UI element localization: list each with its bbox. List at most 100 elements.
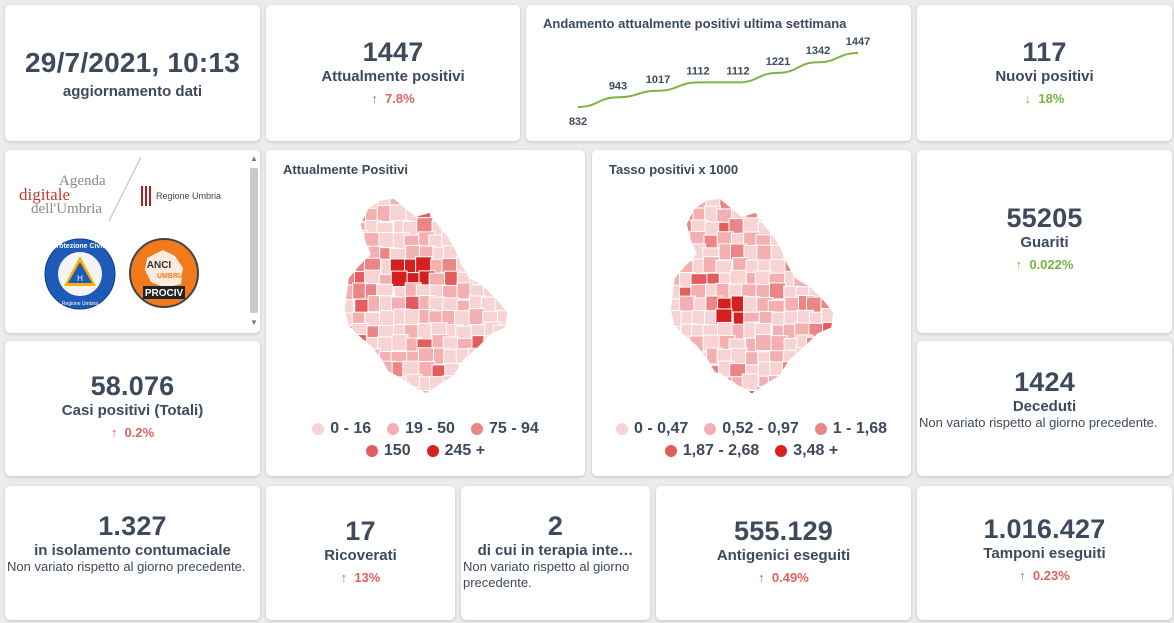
municipality-area[interactable]	[458, 363, 476, 381]
municipality-area[interactable]	[431, 389, 449, 406]
municipality-area[interactable]	[797, 207, 815, 225]
municipality-area[interactable]	[808, 387, 826, 404]
municipality-area[interactable]	[691, 363, 709, 381]
municipality-area[interactable]	[507, 377, 524, 394]
municipality-area[interactable]	[494, 259, 511, 277]
municipality-area[interactable]	[456, 194, 474, 211]
municipality-area[interactable]	[363, 373, 381, 391]
municipality-area[interactable]	[443, 205, 461, 223]
municipality-area[interactable]	[806, 336, 824, 354]
municipality-area[interactable]	[454, 233, 472, 251]
municipality-area[interactable]	[666, 337, 683, 355]
municipality-area[interactable]	[808, 349, 826, 367]
municipality-area[interactable]	[665, 347, 682, 365]
municipality-area[interactable]	[445, 218, 463, 236]
municipality-area[interactable]	[771, 194, 789, 211]
municipality-area[interactable]	[820, 259, 837, 277]
municipality-area[interactable]	[833, 362, 850, 380]
municipality-area[interactable]	[741, 373, 759, 391]
municipality-area[interactable]	[821, 196, 838, 213]
municipality-area[interactable]	[823, 246, 840, 264]
municipality-area[interactable]	[364, 348, 382, 366]
legend-item[interactable]: 1,87 - 2,68	[664, 442, 759, 460]
municipality-area[interactable]	[507, 299, 524, 317]
municipality-area[interactable]	[836, 245, 852, 261]
municipality-area[interactable]	[507, 259, 524, 277]
municipality-area[interactable]	[494, 375, 511, 393]
legend-item[interactable]: 19 - 50	[387, 420, 455, 438]
municipality-area[interactable]	[676, 364, 694, 382]
municipality-area[interactable]	[835, 376, 851, 392]
municipality-area[interactable]	[793, 389, 811, 406]
municipality-area[interactable]	[794, 195, 812, 212]
municipality-area[interactable]	[470, 208, 488, 226]
municipality-area[interactable]	[691, 351, 709, 369]
municipality-area[interactable]	[454, 217, 472, 235]
municipality-area[interactable]	[467, 219, 485, 237]
municipality-area[interactable]	[471, 363, 489, 381]
municipality-area[interactable]	[782, 373, 800, 391]
municipality-area[interactable]	[821, 271, 838, 289]
municipality-area[interactable]	[493, 218, 510, 236]
municipality-area[interactable]	[797, 363, 815, 381]
logos-scrollbar[interactable]: ▲ ▼	[248, 154, 260, 327]
municipality-area[interactable]	[494, 390, 511, 407]
municipality-area[interactable]	[493, 350, 510, 368]
municipality-area[interactable]	[665, 325, 682, 343]
municipality-area[interactable]	[770, 217, 788, 235]
municipality-area[interactable]	[833, 230, 850, 248]
municipality-area[interactable]	[664, 233, 681, 251]
municipality-area[interactable]	[704, 373, 722, 391]
municipality-area[interactable]	[340, 361, 357, 379]
municipality-area[interactable]	[837, 349, 853, 365]
municipality-area[interactable]	[833, 207, 850, 225]
municipality-area[interactable]	[689, 373, 707, 391]
municipality-area[interactable]	[507, 338, 524, 356]
legend-item[interactable]: 0 - 16	[312, 420, 371, 438]
municipality-area[interactable]	[340, 389, 357, 406]
municipality-area[interactable]	[822, 286, 839, 304]
municipality-area[interactable]	[342, 205, 359, 223]
municipality-area[interactable]	[678, 194, 696, 211]
legend-item[interactable]: 75 - 94	[470, 420, 539, 438]
municipality-area[interactable]	[771, 206, 789, 224]
municipality-area[interactable]	[806, 205, 824, 223]
municipality-area[interactable]	[794, 233, 812, 251]
municipality-area[interactable]	[467, 347, 485, 365]
municipality-area[interactable]	[507, 205, 524, 223]
municipality-area[interactable]	[677, 348, 695, 366]
municipality-area[interactable]	[339, 376, 356, 394]
municipality-area[interactable]	[717, 388, 735, 405]
municipality-area[interactable]	[806, 195, 824, 212]
municipality-area[interactable]	[496, 364, 513, 382]
municipality-area[interactable]	[471, 386, 489, 403]
municipality-area[interactable]	[484, 217, 502, 235]
municipality-area[interactable]	[483, 282, 501, 300]
municipality-area[interactable]	[339, 220, 356, 238]
municipality-area[interactable]	[484, 360, 502, 378]
municipality-area[interactable]	[507, 360, 524, 378]
municipality-area[interactable]	[405, 192, 423, 209]
municipality-area[interactable]	[338, 348, 355, 366]
municipality-area[interactable]	[480, 373, 498, 391]
municipality-area[interactable]	[494, 284, 511, 302]
municipality-area[interactable]	[456, 375, 474, 393]
municipality-area[interactable]	[496, 206, 513, 224]
municipality-area[interactable]	[810, 256, 828, 274]
municipality-area[interactable]	[339, 233, 356, 251]
municipality-area[interactable]	[679, 295, 697, 313]
municipality-area[interactable]	[443, 196, 461, 213]
legend-item[interactable]: 150	[365, 442, 411, 460]
municipality-area[interactable]	[511, 234, 527, 250]
map-positivi-choropleth[interactable]	[266, 150, 585, 476]
municipality-area[interactable]	[506, 246, 523, 264]
municipality-area[interactable]	[807, 233, 825, 251]
scroll-down-icon[interactable]: ▼	[250, 318, 258, 327]
municipality-area[interactable]	[493, 324, 510, 342]
municipality-area[interactable]	[506, 218, 523, 236]
municipality-area[interactable]	[511, 287, 527, 303]
municipality-area[interactable]	[665, 218, 682, 236]
municipality-area[interactable]	[836, 274, 852, 290]
municipality-area[interactable]	[506, 347, 523, 365]
municipality-area[interactable]	[351, 386, 369, 403]
